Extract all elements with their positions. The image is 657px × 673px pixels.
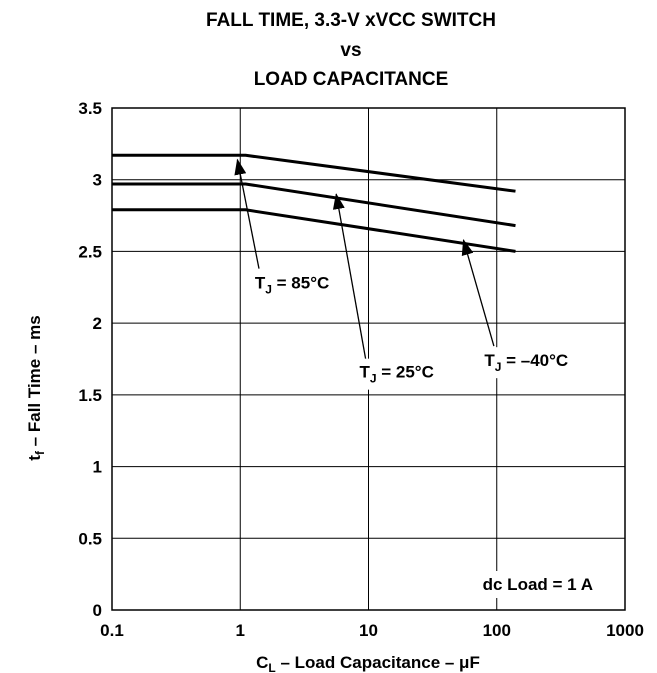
annotation-label-main-2: T <box>484 351 495 370</box>
x-axis-label-main: C <box>256 653 268 672</box>
chart-title-line-3: LOAD CAPACITANCE <box>254 69 449 90</box>
annotation-label-rest-0: = 85°C <box>272 274 329 293</box>
x-axis-label-rest: – Load Capacitance – μF <box>276 653 480 672</box>
annotation-label-1: TJ = 25°C <box>359 363 433 386</box>
annotation-bg-1 <box>353 358 440 390</box>
x-tick-label-4: 1000 <box>606 621 644 640</box>
y-axis-label: tf – Fall Time – ms <box>25 315 47 460</box>
y-tick-label-4: 2 <box>93 314 102 333</box>
chart-title-line-2: vs <box>340 40 361 61</box>
y-tick-label-0: 0 <box>93 601 102 620</box>
annotation-arrow-2 <box>461 238 495 347</box>
note-background <box>476 571 599 598</box>
annotation-bg-2 <box>478 347 575 379</box>
series-line-0 <box>112 153 516 193</box>
annotation-bg-0 <box>248 269 336 301</box>
annotation-label-0: TJ = 85°C <box>255 274 329 297</box>
x-tick-label-0: 0.1 <box>100 621 124 640</box>
y-tick-label-2: 1 <box>93 458 102 477</box>
x-axis-label-sub: L <box>268 661 275 673</box>
annotation-arrow-0 <box>234 158 260 269</box>
x-tick-label-2: 10 <box>359 621 378 640</box>
annotation-arrow-1 <box>332 193 367 360</box>
y-axis-label-sub: f <box>33 450 47 455</box>
annotation-label-rest-2: = –40°C <box>501 351 568 370</box>
annotation-label-sub-1: J <box>370 372 377 386</box>
series-annotations: TJ = 85°CTJ = 25°CTJ = –40°C <box>234 158 575 390</box>
annotation-label-main-0: T <box>255 274 266 293</box>
y-tick-labels: 0 0.5 1 1.5 2 2.5 3 3.5 <box>78 99 102 620</box>
y-tick-label-6: 3 <box>93 171 102 190</box>
y-axis-label-rest: – Fall Time – ms <box>25 315 44 451</box>
y-tick-label-5: 2.5 <box>78 242 102 261</box>
dc-load-note: dc Load = 1 A <box>483 575 593 594</box>
series-line-1 <box>112 182 516 228</box>
y-tick-label-3: 1.5 <box>78 386 102 405</box>
series-line-2 <box>112 208 516 253</box>
annotation-label-rest-1: = 25°C <box>377 363 434 382</box>
plot-frame <box>111 107 626 611</box>
x-tick-label-1: 1 <box>236 621 245 640</box>
x-axis-label: CL – Load Capacitance – μF <box>256 653 480 673</box>
x-tick-label-3: 100 <box>483 621 511 640</box>
annotation-label-sub-0: J <box>265 283 272 297</box>
y-tick-label-7: 3.5 <box>78 99 102 118</box>
annotation-label-sub-2: J <box>495 360 502 374</box>
x-tick-labels: 0.1 1 10 100 1000 <box>100 621 644 640</box>
y-tick-label-1: 0.5 <box>78 529 102 548</box>
chart-title-line-1: FALL TIME, 3.3-V xVCC SWITCH <box>206 10 496 31</box>
y-axis-label-main: t <box>25 455 44 461</box>
annotation-label-2: TJ = –40°C <box>484 351 568 374</box>
series-group <box>112 153 516 253</box>
annotation-label-main-1: T <box>359 363 370 382</box>
chart-title: FALL TIME, 3.3-V xVCC SWITCH vs LOAD CAP… <box>206 10 496 90</box>
